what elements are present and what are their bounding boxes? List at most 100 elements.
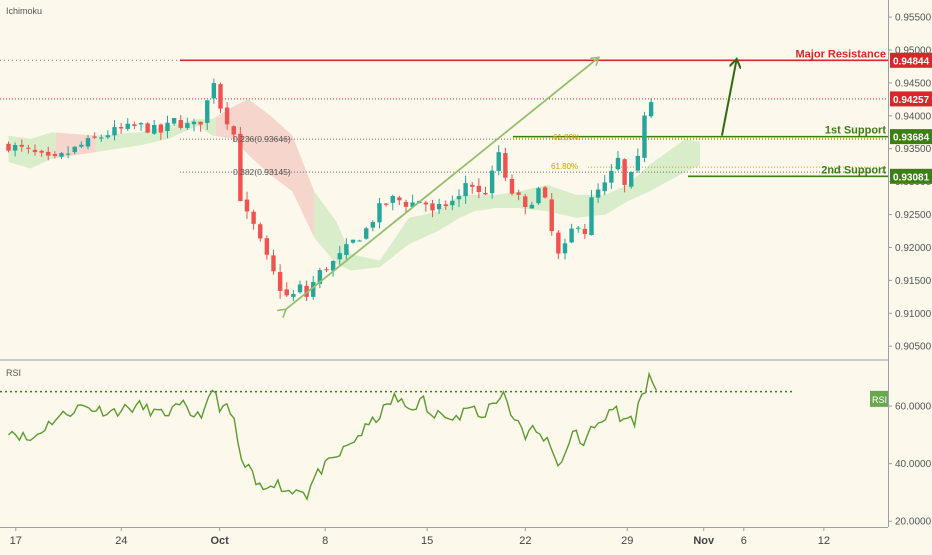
candle-up	[99, 137, 104, 139]
candle-down	[264, 238, 270, 255]
x-tick-label: 22	[519, 535, 531, 547]
candle-up	[629, 172, 634, 187]
candle-up	[576, 227, 581, 229]
candle-down	[39, 150, 44, 153]
major-resistance-text: Major Resistance	[796, 48, 886, 60]
y-tick-label: 0.95000	[895, 46, 932, 57]
candle-down	[158, 124, 164, 133]
candle-up	[165, 122, 170, 132]
candle-up	[152, 124, 157, 134]
candle-up	[79, 144, 84, 147]
x-tick-label: 29	[621, 535, 633, 547]
candle-up	[72, 146, 77, 153]
projection-arrow	[720, 60, 737, 136]
support-2-tag-label: 0.93081	[893, 172, 930, 183]
candle-up	[125, 123, 130, 129]
annotations: 0.236(0.93646) 0.382(0.93145) 61.80% 61.80%…	[233, 48, 886, 310]
candle-down	[26, 147, 31, 149]
candle-up	[185, 123, 190, 128]
y-tick-label: 0.92500	[895, 210, 932, 221]
candle-down	[231, 126, 236, 135]
up-trend-arrow	[285, 58, 598, 310]
price-pane: 0.236(0.93646) 0.382(0.93145) 61.80% 61.80%…	[0, 48, 888, 310]
candle-up	[357, 240, 362, 242]
candle-down	[52, 154, 58, 157]
candle-up	[642, 115, 647, 158]
candle-down	[92, 136, 97, 138]
candle-down	[443, 204, 448, 207]
rsi-axis: 60.0000 40.0000 20.0000 RSI	[870, 390, 932, 528]
fib-618-label-b: 61.80%	[551, 162, 578, 171]
x-tick-label: Nov	[693, 535, 715, 547]
candle-up	[138, 123, 144, 125]
fib-382-label: 0.382(0.93145)	[233, 167, 291, 177]
candle-down	[6, 143, 11, 151]
candle-up	[350, 239, 356, 243]
support-2-text: 2nd Support	[821, 164, 886, 176]
candle-up	[171, 118, 177, 124]
candle-down	[118, 127, 124, 129]
y-tick-label: 0.91000	[895, 309, 932, 320]
candle-up	[489, 170, 495, 194]
major-resistance-tag-box	[890, 52, 932, 68]
candle-down	[549, 199, 554, 232]
candle-up	[370, 222, 376, 228]
support-1-tag-label: 0.93684	[893, 133, 930, 144]
support-1-text: 1st Support	[825, 125, 886, 137]
candle-down	[132, 124, 137, 126]
rsi-line	[8, 371, 658, 501]
candle-down	[397, 197, 402, 201]
candle-down	[238, 133, 243, 201]
y-tick-label: 0.95500	[895, 13, 932, 24]
candle-up	[211, 83, 217, 99]
y-tick-label: 0.92000	[895, 243, 932, 254]
candle-up	[463, 183, 468, 197]
candle-down	[483, 193, 488, 195]
candle-down	[556, 232, 561, 254]
candle-up	[589, 197, 594, 236]
candle-down	[218, 84, 223, 109]
y-tick-label: 0.93500	[895, 144, 932, 155]
rsi-badge-box	[870, 390, 888, 407]
candle-up	[85, 138, 91, 147]
candle-down	[32, 149, 38, 153]
candle-up	[12, 145, 18, 151]
candle-down	[476, 185, 482, 193]
candle-up	[59, 153, 64, 157]
y-tick-label: 0.91500	[895, 276, 932, 287]
candle-down	[178, 119, 183, 128]
y-tick-label: 0.94500	[895, 78, 932, 89]
candle-down	[516, 192, 521, 195]
candle-down	[198, 121, 203, 125]
current-price-tag-box	[890, 91, 932, 107]
candle-up	[529, 204, 535, 209]
candle-up	[496, 152, 501, 171]
price-tags: 0.94844 0.94257 0.93684 0.93081	[890, 52, 932, 184]
candle-down	[470, 184, 475, 187]
x-tick-label: 24	[115, 535, 127, 547]
candle-up	[390, 195, 395, 203]
candle-down	[19, 144, 24, 147]
candle-down	[542, 187, 548, 198]
support-2-tag-box	[890, 168, 932, 184]
candle-up	[602, 182, 607, 192]
candle-up	[648, 102, 654, 117]
x-tick-label: Oct	[210, 535, 229, 547]
candle-down	[277, 272, 283, 291]
candle-down	[403, 201, 409, 207]
candle-up	[450, 200, 455, 206]
rsi-tick-label: 60.0000	[895, 402, 932, 413]
candle-up	[536, 188, 541, 204]
candle-up	[205, 100, 210, 123]
current-price-tag-label: 0.94257	[893, 95, 930, 106]
candle-up	[635, 155, 641, 171]
candle-up	[615, 157, 621, 170]
x-tick-label: 15	[421, 535, 433, 547]
fib-618-label-a: 61.80%	[553, 133, 580, 142]
candle-up	[112, 127, 117, 136]
candle-up	[337, 253, 342, 260]
candle-up	[436, 204, 442, 210]
candle-up	[569, 228, 574, 243]
